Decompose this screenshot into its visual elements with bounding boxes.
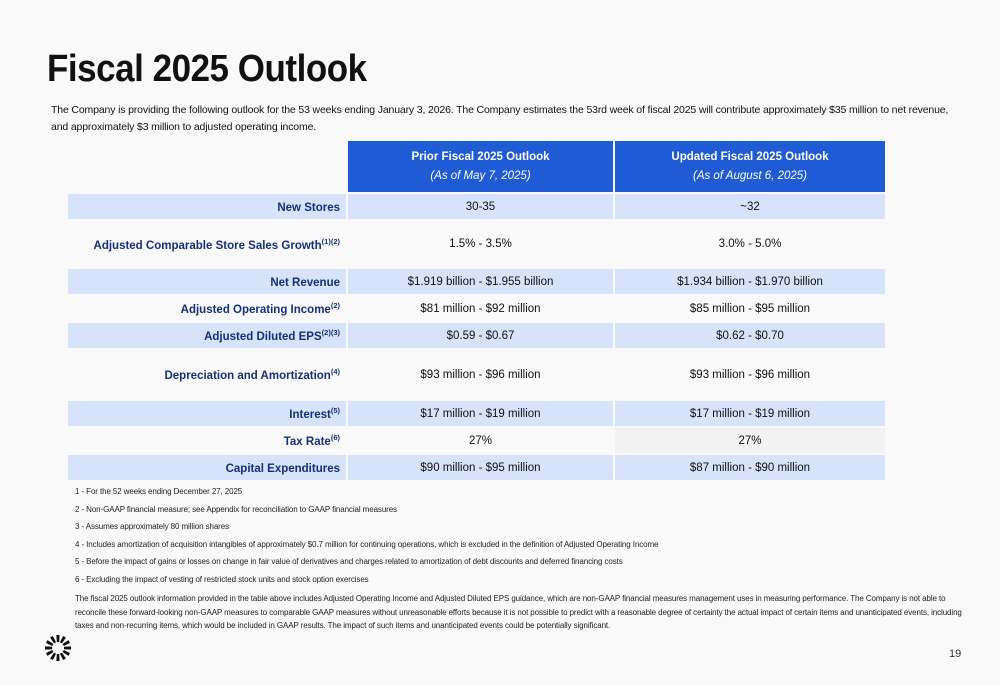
footnote-4: 4 - Includes amortization of acquisition… — [75, 539, 659, 549]
row-label: Tax Rate(6) — [68, 426, 346, 453]
prior-value: $0.59 - $0.67 — [346, 321, 613, 348]
updated-value: $93 million - $96 million — [613, 348, 885, 399]
page-title: Fiscal 2025 Outlook — [47, 48, 367, 90]
header-updated-title: Updated Fiscal 2025 Outlook — [671, 151, 829, 163]
prior-value: 30-35 — [346, 192, 613, 219]
row-label: Capital Expenditures — [68, 453, 346, 480]
footnote-3: 3 - Assumes approximately 80 million sha… — [75, 522, 229, 531]
table-row: Depreciation and Amortization(4) $93 mil… — [68, 348, 885, 399]
table-row: Adjusted Operating Income(2) $81 million… — [68, 294, 885, 321]
footnotes: 1 - For the 52 weeks ending December 27,… — [75, 486, 965, 633]
header-prior-date: (As of May 7, 2025) — [430, 170, 531, 182]
prior-value: $93 million - $96 million — [346, 348, 613, 399]
footnote-1: 1 - For the 52 weeks ending December 27,… — [75, 487, 243, 496]
footnote-6: 6 - Excluding the impact of vesting of r… — [75, 574, 369, 584]
footnote-2: 2 - Non-GAAP financial measure; see Appe… — [75, 504, 397, 514]
prior-value: $81 million - $92 million — [346, 294, 613, 321]
header-prior-title: Prior Fiscal 2025 Outlook — [411, 151, 550, 163]
header-updated-outlook: Updated Fiscal 2025 Outlook (As of Augus… — [613, 141, 885, 192]
prior-value: 27% — [346, 426, 613, 453]
table-header-row: Prior Fiscal 2025 Outlook (As of May 7, … — [68, 141, 885, 192]
updated-value: $17 million - $19 million — [613, 399, 885, 426]
prior-value: $90 million - $95 million — [346, 453, 613, 480]
header-prior-outlook: Prior Fiscal 2025 Outlook (As of May 7, … — [346, 141, 613, 192]
footnote-5: 5 - Before the impact of gains or losses… — [75, 557, 623, 566]
row-label: Adjusted Comparable Store Sales Growth(1… — [68, 219, 346, 267]
row-label: Adjusted Diluted EPS(2)(3) — [68, 321, 346, 348]
table-row: Interest(5) $17 million - $19 million $1… — [68, 399, 885, 426]
row-label: Net Revenue — [68, 267, 346, 294]
starburst-logo-icon — [45, 635, 71, 661]
disclaimer-text: The fiscal 2025 outlook information prov… — [75, 594, 962, 630]
row-label: Interest(5) — [68, 399, 346, 426]
prior-value: $17 million - $19 million — [346, 399, 613, 426]
row-label: New Stores — [68, 192, 346, 219]
updated-value: $87 million - $90 million — [613, 453, 885, 480]
header-blank-cell — [68, 141, 346, 192]
row-label: Adjusted Operating Income(2) — [68, 294, 346, 321]
updated-value: ~32 — [613, 192, 885, 219]
updated-value: $85 million - $95 million — [613, 294, 885, 321]
table-row: Adjusted Diluted EPS(2)(3) $0.59 - $0.67… — [68, 321, 885, 348]
updated-value: 27% — [613, 426, 885, 453]
table-row: Adjusted Comparable Store Sales Growth(1… — [68, 219, 885, 267]
intro-text: The Company is providing the following o… — [51, 104, 949, 133]
table-row: New Stores 30-35 ~32 — [68, 192, 885, 219]
outlook-table: Prior Fiscal 2025 Outlook (As of May 7, … — [68, 141, 885, 480]
table-row: Capital Expenditures $90 million - $95 m… — [68, 453, 885, 480]
prior-value: 1.5% - 3.5% — [346, 219, 613, 267]
prior-value: $1.919 billion - $1.955 billion — [346, 267, 613, 294]
table-row: Net Revenue $1.919 billion - $1.955 bill… — [68, 267, 885, 294]
updated-value: 3.0% - 5.0% — [613, 219, 885, 267]
row-label: Depreciation and Amortization(4) — [68, 348, 346, 399]
header-updated-date: (As of August 6, 2025) — [692, 170, 807, 182]
updated-value: $1.934 billion - $1.970 billion — [613, 267, 885, 294]
table-row: Tax Rate(6) 27% 27% — [68, 426, 885, 453]
updated-value: $0.62 - $0.70 — [613, 321, 885, 348]
page-number: 19 — [949, 648, 962, 660]
